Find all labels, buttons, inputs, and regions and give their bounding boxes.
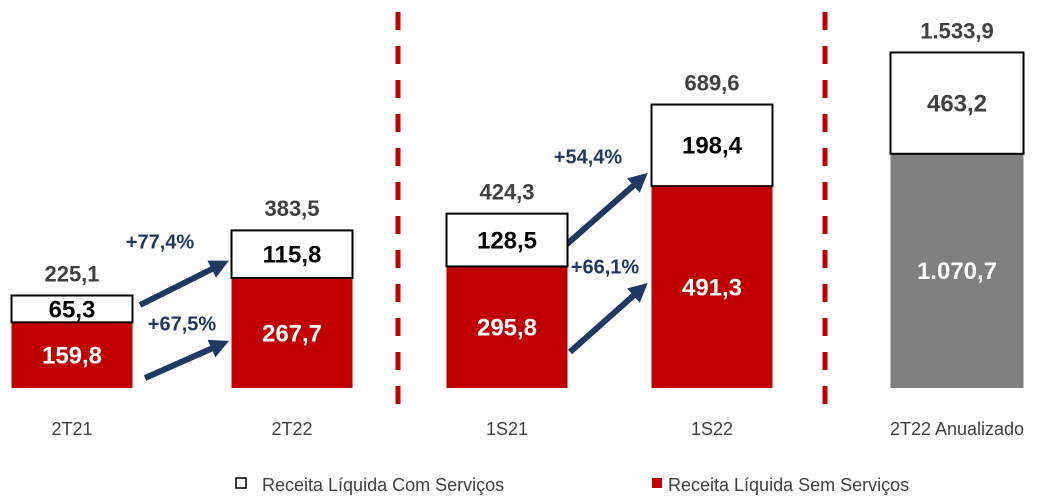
value-label: 65,3	[49, 296, 96, 323]
growth-label: +67,5%	[148, 313, 217, 335]
total-label: 424,3	[479, 179, 534, 204]
growth-label: +66,1%	[571, 256, 640, 278]
bar-segment	[11, 322, 133, 388]
x-tick-label: 2T22 Anualizado	[890, 419, 1024, 439]
growth-arrows	[138, 172, 648, 381]
x-tick-label: 1S21	[486, 419, 528, 439]
growth-label: +54,4%	[554, 146, 623, 168]
growth-label: +77,4%	[126, 231, 195, 253]
total-label: 225,1	[44, 261, 99, 286]
legend-label: Receita Líquida Sem Serviços	[668, 475, 909, 495]
value-label: 198,4	[682, 133, 743, 160]
bar-segment	[10, 294, 134, 324]
value-label: 115,8	[263, 242, 322, 269]
bar-segment	[890, 153, 1024, 388]
legend-label: Receita Líquida Com Serviços	[262, 475, 504, 495]
value-label: 463,2	[927, 90, 987, 117]
value-label: 159,8	[42, 343, 102, 370]
value-label: 1.070,7	[917, 258, 997, 285]
bar-segment	[231, 277, 353, 388]
bar-segment	[230, 229, 354, 279]
value-label: 128,5	[477, 227, 537, 254]
total-label: 689,6	[684, 70, 739, 95]
legend-marker	[235, 477, 247, 489]
bar-segment	[650, 103, 774, 188]
x-tick-label: 1S22	[691, 419, 733, 439]
total-label: 1.533,9	[920, 18, 993, 43]
x-tick-label: 2T21	[51, 419, 92, 439]
value-label: 491,3	[682, 274, 742, 301]
legend-marker	[652, 478, 662, 488]
value-label: 295,8	[477, 315, 537, 342]
bar-segment	[446, 266, 568, 388]
bar-segment	[445, 212, 569, 268]
bar-segment	[651, 186, 773, 388]
total-label: 383,5	[264, 196, 319, 221]
x-tick-label: 2T22	[271, 419, 312, 439]
bar-segment	[889, 51, 1025, 155]
value-label: 267,7	[262, 320, 322, 347]
